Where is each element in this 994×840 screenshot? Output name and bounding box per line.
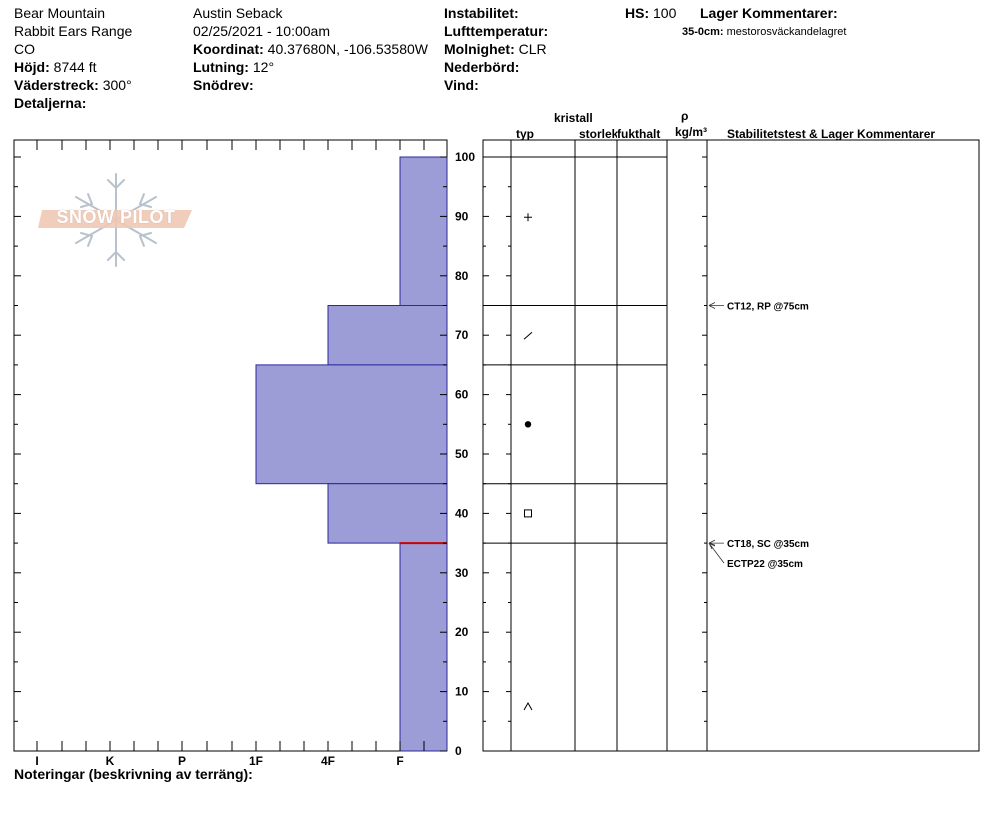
height-label-20: 20 bbox=[455, 625, 469, 639]
sky-value: CLR bbox=[518, 41, 547, 57]
stability-arrow-3 bbox=[708, 542, 725, 564]
details-label: Detaljerna: bbox=[14, 95, 87, 111]
hardness-layer-5 bbox=[399, 542, 448, 752]
grain-symbol-2 bbox=[523, 331, 533, 340]
grain-symbols bbox=[523, 213, 533, 711]
hardness-label-4F: 4F bbox=[321, 754, 335, 768]
stability-arrow-1 bbox=[708, 302, 724, 309]
aspect-row: Väderstreck: 300° bbox=[14, 77, 132, 93]
grain-symbol-4 bbox=[524, 509, 532, 518]
range-name: Rabbit Ears Range bbox=[14, 23, 133, 39]
grain-symbol-5 bbox=[523, 702, 533, 711]
height-label-50: 50 bbox=[455, 447, 469, 461]
col-stability: Stabilitetstest & Lager Kommentarer bbox=[727, 127, 936, 141]
hardness-layer-4 bbox=[327, 483, 448, 544]
stability-arrow-2 bbox=[708, 539, 724, 547]
height-label-30: 30 bbox=[455, 566, 469, 580]
sky-row: Molnighet: CLR bbox=[444, 41, 547, 57]
col-crystal: kristall bbox=[554, 111, 593, 125]
state-name: CO bbox=[14, 41, 35, 57]
height-label-70: 70 bbox=[455, 328, 469, 342]
hardness-layer-1 bbox=[399, 156, 448, 306]
height-label-40: 40 bbox=[455, 506, 469, 520]
hs-label: HS: bbox=[625, 5, 650, 21]
layer-table-rows bbox=[483, 156, 667, 544]
notes-label: Noteringar (beskrivning av terräng): bbox=[14, 766, 253, 782]
hardness-layer-2 bbox=[327, 305, 448, 366]
col-type: typ bbox=[516, 127, 534, 141]
layer-comment: 35-0cm: mestorosväckandelagret bbox=[682, 24, 846, 40]
slope-label: Lutning: bbox=[193, 59, 249, 75]
height-label-10: 10 bbox=[455, 685, 469, 699]
stability-test-1: CT12, RP @75cm bbox=[727, 302, 809, 313]
hardness-label-P: P bbox=[178, 754, 186, 768]
grain-symbol-1 bbox=[524, 213, 532, 222]
layer-table-frame bbox=[482, 139, 980, 752]
layer-comment-text: mestorosväckandelagret bbox=[726, 26, 847, 38]
grain-symbol-3 bbox=[524, 421, 532, 428]
aspect-label: Väderstreck: bbox=[14, 77, 99, 93]
height-label-60: 60 bbox=[455, 388, 469, 402]
coordinate-row: Koordinat: 40.37680N, -106.53580W bbox=[193, 41, 428, 57]
col-moisture: fukthalt bbox=[617, 127, 661, 141]
snowflake-icon bbox=[38, 173, 192, 267]
elevation-value: 8744 ft bbox=[53, 59, 97, 75]
wind-loading-label: Snödrev: bbox=[193, 77, 254, 93]
elevation-row: Höjd: 8744 ft bbox=[14, 59, 96, 75]
height-label-90: 90 bbox=[455, 209, 469, 223]
hs-row: HS: 100 bbox=[625, 5, 676, 21]
height-ticks: 0 10 20 30 40 50 60 70 80 90 100 bbox=[14, 140, 707, 758]
hardness-label-I: I bbox=[35, 754, 38, 768]
wind-label: Vind: bbox=[444, 77, 479, 93]
height-label-0: 0 bbox=[455, 744, 462, 758]
stability-test-3: ECTP22 @35cm bbox=[727, 559, 803, 570]
layer-comments-label: Lager Kommentarer: bbox=[700, 5, 838, 21]
hardness-label-F: F bbox=[396, 754, 403, 768]
location-name: Bear Mountain bbox=[14, 5, 106, 21]
col-rho: ρ bbox=[681, 109, 689, 123]
instability-label: Instabilitet: bbox=[444, 5, 519, 21]
observer-name: Austin Seback bbox=[193, 5, 283, 21]
height-label-80: 80 bbox=[455, 269, 469, 283]
sky-label: Molnighet: bbox=[444, 41, 515, 57]
col-density-unit: kg/m³ bbox=[675, 125, 708, 139]
col-size: storlek bbox=[579, 127, 617, 141]
snowpilot-logo: SNOW PILOT bbox=[36, 170, 196, 270]
hs-value: 100 bbox=[653, 5, 677, 21]
air-temp-label: Lufttemperatur: bbox=[444, 23, 549, 39]
stability-tests: CT12, RP @75cm CT18, SC @35cm ECTP22 @35cm bbox=[708, 302, 809, 570]
elevation-label: Höjd: bbox=[14, 59, 50, 75]
hardness-label-K: K bbox=[106, 754, 115, 768]
stability-test-2: CT18, SC @35cm bbox=[727, 539, 809, 550]
hardness-label-1F: 1F bbox=[249, 754, 263, 768]
hardness-axis: I K P 1F 4F F bbox=[35, 754, 403, 768]
slope-row: Lutning: 12° bbox=[193, 59, 274, 75]
hardness-layers bbox=[255, 156, 448, 752]
coordinate-label: Koordinat: bbox=[193, 41, 264, 57]
observation-datetime: 02/25/2021 - 10:00am bbox=[193, 23, 330, 39]
precip-label: Nederbörd: bbox=[444, 59, 520, 75]
layer-comment-range: 35-0cm: bbox=[682, 26, 724, 38]
height-label-100: 100 bbox=[455, 150, 475, 164]
coordinate-value: 40.37680N, -106.53580W bbox=[267, 41, 428, 57]
logo-text: SNOW PILOT bbox=[56, 207, 176, 227]
hardness-layer-3 bbox=[255, 364, 448, 485]
aspect-value: 300° bbox=[102, 77, 132, 93]
slope-value: 12° bbox=[252, 59, 275, 75]
